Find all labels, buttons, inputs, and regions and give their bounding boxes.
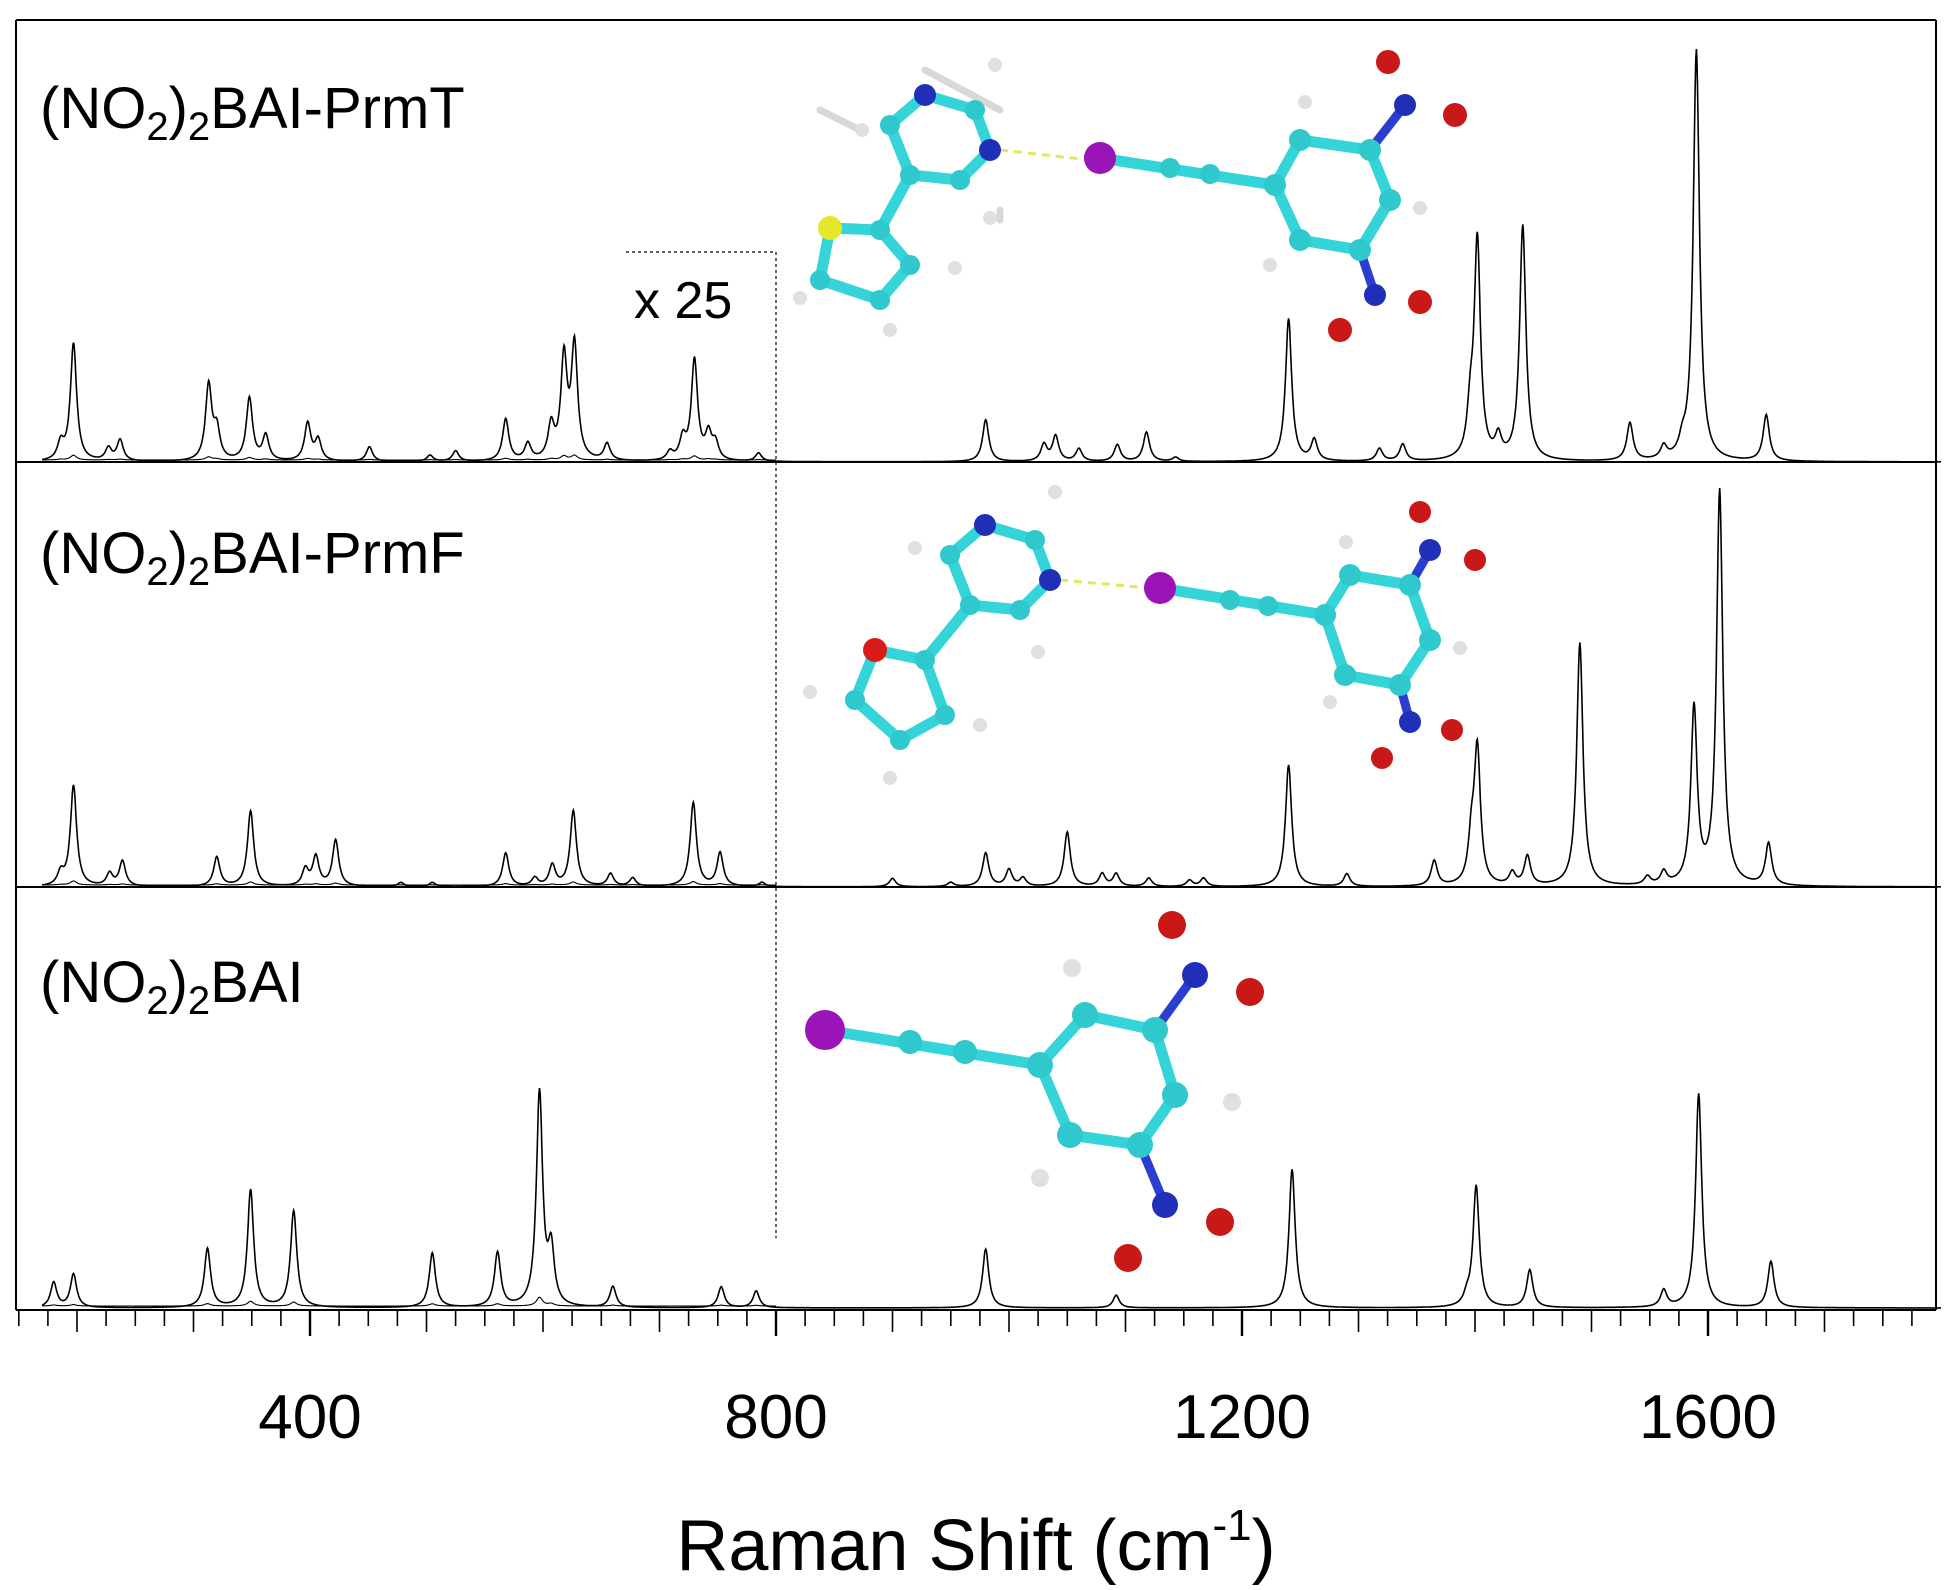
x-tick-labels: 400 800 1200 1600 (258, 1383, 1777, 1452)
x-tick-label-1600: 1600 (1639, 1383, 1777, 1452)
molecule-bai (805, 911, 1264, 1272)
spectrum-line-3 (41, 1087, 1941, 1309)
molecule-prmt (793, 50, 1467, 342)
x-tick-label-400: 400 (258, 1383, 361, 1452)
scale-marker: x 25 (626, 251, 777, 1238)
x-axis-title: Raman Shift (cm-1) (676, 1501, 1275, 1586)
spectrum-unscaled-line-2 (42, 880, 776, 886)
panel-label-prmt: (NO2)2BAI-PrmT (40, 76, 465, 149)
scale-annotation: x 25 (634, 272, 732, 330)
panel-labels: (NO2)2BAI-PrmT (NO2)2BAI-PrmF (NO2)2BAI (40, 76, 465, 1023)
panel-label-bai: (NO2)2BAI (40, 950, 304, 1023)
molecule-prmf (803, 485, 1486, 785)
panel-label-prmf: (NO2)2BAI-PrmF (40, 521, 465, 594)
x-tick-label-800: 800 (724, 1383, 827, 1452)
spectrum-unscaled-line-1 (42, 454, 776, 461)
x-axis-ticks (17, 1310, 1913, 1336)
spectra-group (41, 48, 1941, 1309)
plot-frame (15, 19, 1937, 1311)
x-tick-label-1200: 1200 (1173, 1383, 1311, 1452)
spectrum-unscaled-line-3 (42, 1296, 776, 1307)
